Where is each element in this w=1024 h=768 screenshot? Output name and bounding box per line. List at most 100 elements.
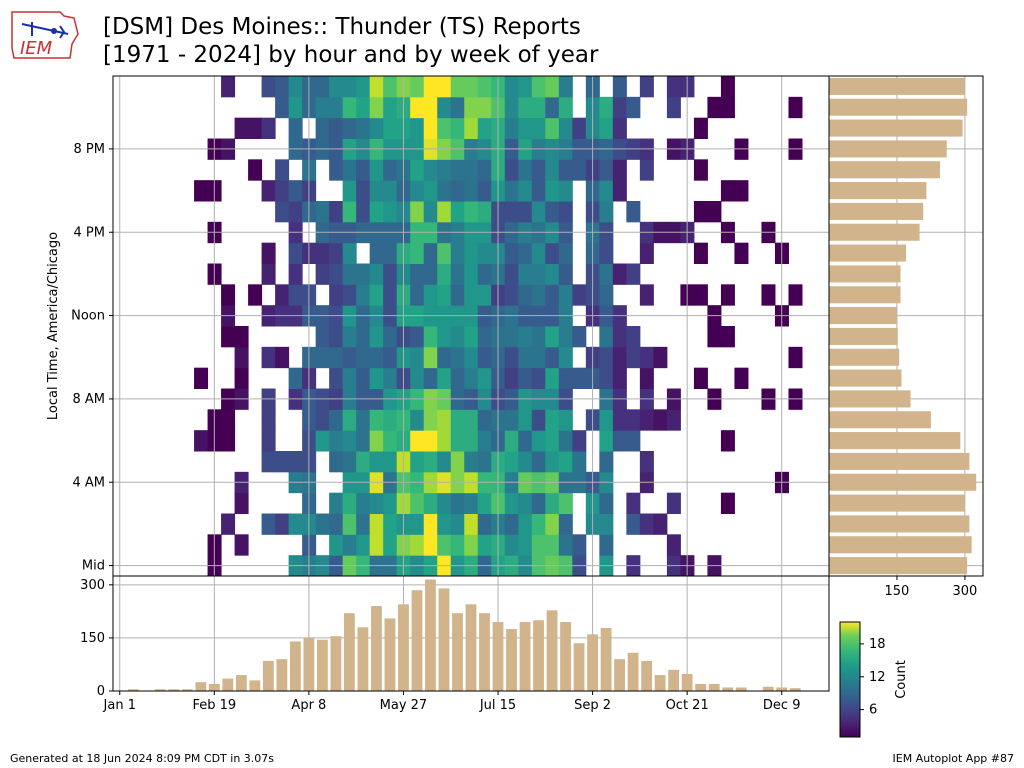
heatmap-cell xyxy=(518,263,533,285)
heatmap-cell xyxy=(464,346,479,369)
week-bar xyxy=(654,675,666,691)
heatmap-cell xyxy=(329,242,344,264)
heatmap-cell xyxy=(315,263,330,285)
heatmap-cell xyxy=(612,76,627,98)
heatmap-cell xyxy=(626,430,641,452)
week-bar xyxy=(776,687,788,691)
heatmap-cell xyxy=(477,117,492,139)
heatmap-cell xyxy=(518,284,533,306)
heatmap-cell xyxy=(369,242,384,264)
heatmap-cell xyxy=(558,534,573,556)
heatmap-cell xyxy=(423,242,438,264)
y-tick-label: 4 AM xyxy=(72,475,105,490)
footer-app: IEM Autoplot App #87 xyxy=(892,752,1015,765)
hour-bar xyxy=(829,494,965,512)
heatmap-cell xyxy=(383,180,398,202)
heatmap-cell xyxy=(639,451,654,473)
heatmap-cell xyxy=(626,263,641,285)
heatmap-cell xyxy=(248,159,263,181)
hour-bar xyxy=(829,432,961,450)
heatmap-cell xyxy=(234,534,249,556)
heatmap-cell xyxy=(437,201,452,223)
heatmap-cell xyxy=(369,76,384,98)
heatmap-cell xyxy=(599,96,614,119)
colorbar-tick-label: 12 xyxy=(869,670,886,685)
heatmap-cell xyxy=(437,492,452,514)
heatmap-cell xyxy=(342,263,357,285)
heatmap-cell xyxy=(369,159,384,181)
week-bar xyxy=(249,680,261,691)
heatmap-cell xyxy=(275,284,290,306)
heatmap-cell xyxy=(221,326,236,348)
heatmap-cell xyxy=(437,451,452,473)
heatmap-cell xyxy=(518,159,533,181)
heatmap-cell xyxy=(518,76,533,98)
heatmap-cell xyxy=(531,492,546,514)
heatmap-cell xyxy=(639,409,654,431)
heatmap-cell xyxy=(599,534,614,556)
heatmap-cell xyxy=(423,409,438,431)
colorbar-label: Count xyxy=(894,660,909,699)
week-bar xyxy=(546,610,558,691)
heatmap-cell xyxy=(626,492,641,514)
heatmap-cell xyxy=(423,117,438,139)
heatmap-cell xyxy=(639,159,654,181)
heatmap-cell xyxy=(261,346,276,369)
heatmap-cell xyxy=(288,201,303,223)
heatmap-cell xyxy=(315,430,330,452)
heatmap-cell xyxy=(437,117,452,139)
right-x-tick-label: 150 xyxy=(885,584,910,599)
heatmap-cell xyxy=(342,180,357,202)
heatmap-cell xyxy=(531,242,546,264)
heatmap-cell xyxy=(410,242,425,264)
hour-bar xyxy=(829,77,965,95)
heatmap-cell xyxy=(734,180,749,202)
hour-bar xyxy=(829,244,906,262)
hour-bar xyxy=(829,98,968,116)
heatmap-cell xyxy=(410,117,425,139)
heatmap-cell xyxy=(464,534,479,556)
heatmap-cell xyxy=(693,367,708,389)
heatmap-cell xyxy=(275,346,290,369)
week-bar xyxy=(344,613,355,691)
heatmap-cell xyxy=(558,326,573,348)
heatmap-cell xyxy=(275,180,290,202)
colorbar xyxy=(839,621,861,738)
heatmap-cell xyxy=(423,346,438,369)
heatmap-cell xyxy=(599,430,614,452)
heatmap-cell xyxy=(545,263,560,285)
heatmap-cell xyxy=(531,346,546,369)
heatmap-cell xyxy=(383,513,398,535)
heatmap-cell xyxy=(545,346,560,369)
heatmap-cell xyxy=(369,117,384,139)
heatmap-cell xyxy=(410,346,425,369)
heatmap-cell xyxy=(599,409,614,431)
heatmap-cell xyxy=(450,430,465,452)
heatmap-cell xyxy=(342,513,357,535)
x-tick-label: Dec 9 xyxy=(763,698,801,713)
heatmap-cell xyxy=(612,159,627,181)
heatmap-cell xyxy=(545,367,560,389)
heatmap-cell xyxy=(558,201,573,223)
heatmap-cell xyxy=(450,159,465,181)
heatmap-cell xyxy=(504,492,519,514)
heatmap-cell xyxy=(612,263,627,285)
heatmap-cell xyxy=(450,263,465,285)
heatmap-cell xyxy=(383,326,398,348)
heatmap-cell xyxy=(720,180,735,202)
heatmap-cell xyxy=(329,492,344,514)
hour-bar xyxy=(829,265,901,283)
heatmap-cell xyxy=(504,451,519,473)
heatmap-cell xyxy=(693,201,708,223)
heatmap-cell xyxy=(545,534,560,556)
heatmap-cell xyxy=(518,534,533,556)
heatmap-cell xyxy=(234,492,249,514)
hour-bar xyxy=(829,119,963,137)
week-bar xyxy=(492,622,504,691)
heatmap-cell xyxy=(356,284,371,306)
heatmap-cell xyxy=(477,513,492,535)
heatmap-cell xyxy=(599,117,614,139)
heatmap-cell xyxy=(518,117,533,139)
heatmap-cell xyxy=(329,409,344,431)
